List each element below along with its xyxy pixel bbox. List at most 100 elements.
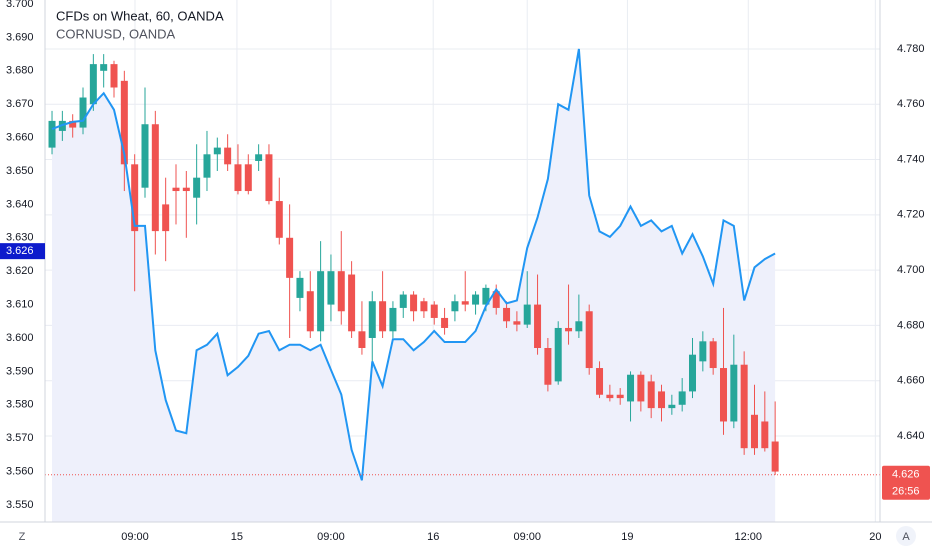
overlay-area (52, 48, 776, 523)
candle-body (255, 154, 263, 161)
legend-main: CFDs on Wheat, 60, OANDA (56, 8, 224, 23)
y2-tick-label: 4.760 (897, 98, 925, 110)
y2-tick-label: 4.640 (897, 430, 925, 442)
y-tick-label: 3.690 (6, 31, 34, 43)
candle-body (348, 274, 356, 332)
candle-body (441, 317, 449, 328)
y2-tick-label: 4.780 (897, 43, 925, 55)
candle-body (244, 164, 252, 192)
legend-overlay: CORNUSD, OANDA (56, 26, 176, 41)
candle-body (658, 391, 666, 409)
candle-body (389, 307, 397, 332)
candle-body (337, 271, 345, 312)
x-tick-label: 09:00 (513, 531, 541, 543)
x-tick-label: 20 (869, 531, 881, 543)
y-tick-label: 3.550 (6, 499, 34, 511)
candle-body (79, 97, 87, 128)
candle-body (213, 147, 221, 155)
y-tick-label: 3.600 (6, 332, 34, 344)
right-price-tag (882, 465, 930, 500)
y2-tick-label: 4.660 (897, 375, 925, 387)
candle-body (585, 311, 593, 369)
candle-body (193, 177, 201, 198)
candle-body (699, 341, 707, 362)
y-tick-label: 3.580 (6, 399, 34, 411)
x-tick-label: 15 (231, 531, 243, 543)
candle-body (554, 327, 562, 382)
candle-body (358, 331, 366, 348)
y2-tick-label: 4.720 (897, 209, 925, 221)
candle-body (750, 414, 758, 449)
y-tick-label: 3.570 (6, 432, 34, 444)
candle-body (379, 301, 387, 332)
candle-body (606, 394, 614, 399)
y-tick-label: 3.560 (6, 465, 34, 477)
y2-tick-label: 4.700 (897, 264, 925, 276)
candle-body (399, 294, 407, 308)
countdown: 26:56 (892, 486, 920, 498)
candle-body (120, 80, 128, 165)
scale-button-bg[interactable] (896, 526, 916, 546)
candle-body (647, 381, 655, 409)
candle-body (275, 201, 283, 238)
left-price-tag (0, 243, 45, 260)
left-price-label: 3.626 (6, 245, 34, 257)
candle-body (503, 307, 511, 322)
candle-body (668, 404, 676, 409)
candle-body (410, 294, 418, 312)
candle-body (616, 394, 624, 399)
candle-body (565, 327, 573, 332)
candle-body (265, 154, 273, 202)
x-tick-label: 09:00 (317, 531, 345, 543)
y-tick-label: 3.650 (6, 165, 34, 177)
candle-body (172, 187, 180, 192)
candle-body (151, 124, 159, 232)
x-tick-label: 09:00 (121, 531, 149, 543)
candle-body (761, 421, 769, 449)
y-tick-label: 3.680 (6, 65, 34, 77)
right-price-label: 4.626 (892, 469, 920, 481)
candle-body (575, 321, 583, 332)
candle-body (203, 154, 211, 178)
candle-body (368, 301, 376, 338)
scale-button[interactable]: Z (19, 531, 26, 543)
candle-body (534, 304, 542, 348)
y-tick-label: 3.670 (6, 98, 34, 110)
x-tick-label: 12:00 (735, 531, 763, 543)
candle-body (182, 187, 190, 192)
y-tick-label: 3.620 (6, 265, 34, 277)
y-tick-label: 3.660 (6, 132, 34, 144)
plot-area (45, 0, 880, 523)
candle-body (719, 368, 727, 422)
y-tick-label: 3.610 (6, 298, 34, 310)
candle-body (492, 291, 500, 308)
candle-body (740, 364, 748, 449)
y-tick-label: 3.700 (6, 0, 34, 10)
candle-body (317, 271, 325, 332)
y2-tick-label: 4.680 (897, 319, 925, 331)
candle-body (544, 348, 552, 385)
candle-body (637, 374, 645, 402)
candle-body (420, 301, 428, 312)
candle-body (472, 294, 480, 305)
candle-body (709, 341, 717, 369)
candle-body (162, 204, 170, 232)
scale-button[interactable]: A (902, 531, 910, 543)
overlay-line (51, 48, 776, 481)
candle-body (69, 120, 77, 128)
candle-body (523, 304, 531, 325)
y-tick-label: 3.630 (6, 232, 34, 244)
candle-body (89, 64, 97, 105)
y-tick-label: 3.640 (6, 198, 34, 210)
candle-body (689, 354, 697, 392)
candle-body (461, 301, 469, 305)
candle-body (513, 321, 521, 325)
candle-body (771, 441, 779, 472)
x-tick-label: 19 (621, 531, 633, 543)
candle-body (296, 277, 304, 298)
candle-body (100, 64, 108, 71)
y2-tick-label: 4.740 (897, 153, 925, 165)
candle-body (482, 287, 490, 305)
candle-body (306, 291, 314, 332)
